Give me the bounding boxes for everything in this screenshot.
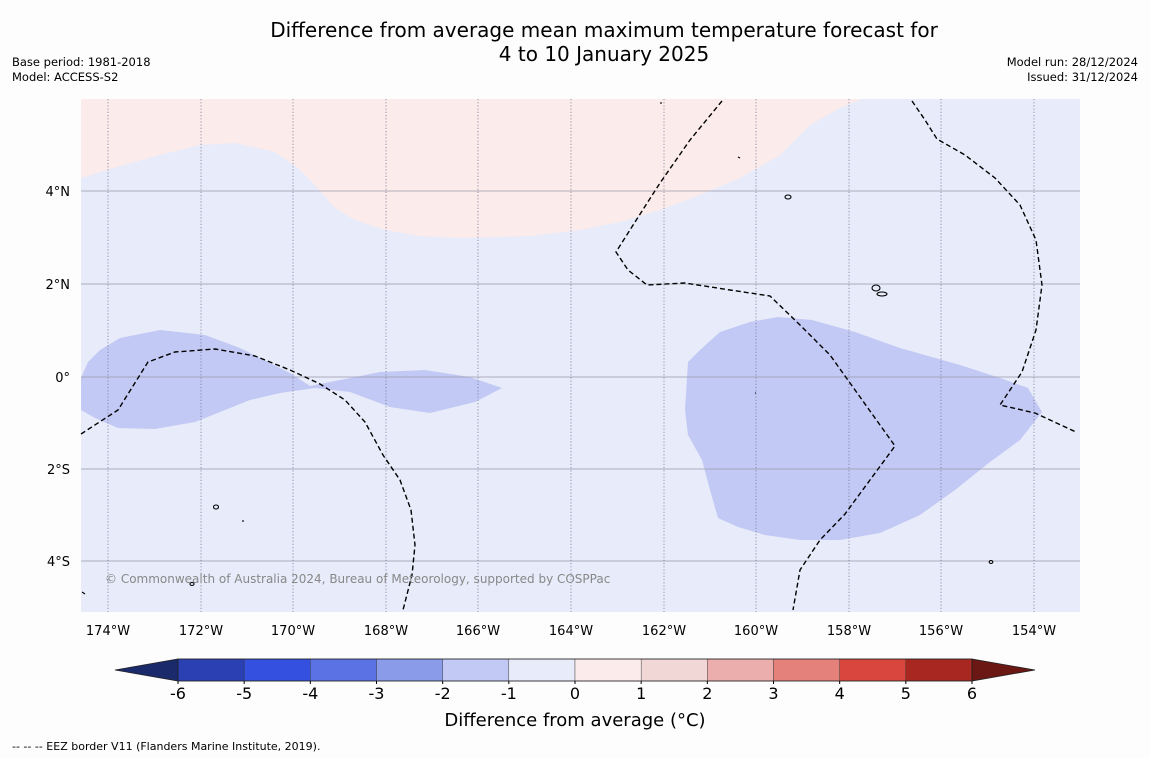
lon-label-174w: 174°W bbox=[86, 624, 130, 639]
lon-label-172w: 172°W bbox=[179, 624, 223, 639]
issued-date: Issued: 31/12/2024 bbox=[1027, 70, 1138, 84]
colorbar-tick-label: 4 bbox=[835, 684, 845, 703]
colorbar-cell bbox=[310, 658, 377, 682]
island-5 bbox=[189, 581, 195, 587]
colorbar-tick-label: 1 bbox=[636, 684, 646, 703]
cool-anomaly-region-east bbox=[685, 317, 1042, 540]
colorbar-tick-label: 0 bbox=[570, 684, 580, 703]
colorbar-tick-label: -1 bbox=[501, 684, 517, 703]
colorbar-tick-label: -2 bbox=[435, 684, 451, 703]
colorbar-cell bbox=[177, 658, 245, 682]
lon-label-170w: 170°W bbox=[271, 624, 315, 639]
colorbar-cell bbox=[574, 658, 642, 682]
model-name: Model: ACCESS-S2 bbox=[12, 70, 119, 84]
warm-anomaly-region bbox=[81, 99, 862, 238]
model-run: Model run: 28/12/2024 bbox=[1006, 55, 1138, 69]
colorbar-arrow-low bbox=[114, 658, 179, 682]
colorbar-tick-label: -6 bbox=[170, 684, 186, 703]
colorbar-cell bbox=[839, 658, 907, 682]
cool-anomaly-region-west bbox=[81, 330, 502, 429]
colorbar-label: Difference from average (°C) bbox=[444, 710, 706, 731]
lat-label-4n: 4°N bbox=[46, 185, 71, 200]
lon-label-158w: 158°W bbox=[827, 624, 871, 639]
colorbar-cells bbox=[177, 658, 973, 682]
island-3 bbox=[876, 291, 888, 297]
latitude-gridlines bbox=[81, 190, 1080, 562]
colorbar-cell bbox=[640, 658, 708, 682]
eez-legend-note: -- -- -- EEZ border V11 (Flanders Marine… bbox=[12, 740, 321, 753]
colorbar-tick-label: -4 bbox=[302, 684, 318, 703]
lon-label-162w: 162°W bbox=[642, 624, 686, 639]
lat-label-0: 0° bbox=[55, 371, 70, 386]
lon-label-168w: 168°W bbox=[364, 624, 408, 639]
island-11 bbox=[81, 591, 86, 595]
colorbar-cell bbox=[508, 658, 576, 682]
colorbar-cell bbox=[376, 658, 443, 682]
colorbar-tick-label: 5 bbox=[901, 684, 911, 703]
island-8 bbox=[737, 156, 741, 159]
colorbar-tick-label: -5 bbox=[236, 684, 252, 703]
lon-label-160w: 160°W bbox=[734, 624, 778, 639]
lon-label-166w: 166°W bbox=[456, 624, 500, 639]
meta-left: Base period: 1981-2018 Model: ACCESS-S2 bbox=[12, 55, 151, 85]
lat-label-2s: 2°S bbox=[47, 463, 70, 478]
title-line-1: Difference from average mean maximum tem… bbox=[270, 18, 938, 42]
colorbar-cell bbox=[773, 658, 840, 682]
copyright-notice: © Commonwealth of Australia 2024, Bureau… bbox=[105, 572, 611, 586]
island-1 bbox=[784, 194, 792, 200]
colorbar-arrow-high bbox=[971, 658, 1036, 682]
title-line-2: 4 to 10 January 2025 bbox=[498, 42, 710, 66]
colorbar-ticks: -6 -5 -4 -3 -2 -1 0 1 2 3 4 5 6 bbox=[170, 681, 977, 703]
eez-border-central bbox=[615, 100, 896, 611]
map-title: Difference from average mean maximum tem… bbox=[0, 18, 1150, 66]
lat-label-4s: 4°S bbox=[47, 555, 70, 570]
eez-border-west bbox=[80, 348, 416, 611]
longitude-labels: 174°W 172°W 170°W 168°W 166°W 164°W 162°… bbox=[86, 624, 1056, 639]
colorbar-cell bbox=[707, 658, 774, 682]
colorbar-tick-label: 6 bbox=[967, 684, 977, 703]
islands bbox=[81, 102, 994, 595]
colorbar-cell bbox=[905, 658, 973, 682]
island-6 bbox=[988, 559, 994, 565]
island-2 bbox=[871, 284, 881, 292]
lon-label-154w: 154°W bbox=[1012, 624, 1056, 639]
colorbar: -6 -5 -4 -3 -2 -1 0 1 2 3 4 5 6 bbox=[114, 658, 1036, 703]
colorbar-tick-label: 2 bbox=[702, 684, 712, 703]
colorbar-tick-label: 3 bbox=[768, 684, 778, 703]
colorbar-cell bbox=[243, 658, 311, 682]
eez-borders bbox=[80, 100, 1077, 611]
colorbar-cell bbox=[442, 658, 510, 682]
island-4 bbox=[212, 504, 220, 510]
lon-label-156w: 156°W bbox=[919, 624, 963, 639]
map-panel bbox=[80, 99, 1080, 612]
longitude-gridlines bbox=[107, 99, 1035, 612]
lon-label-164w: 164°W bbox=[549, 624, 593, 639]
lat-label-2n: 2°N bbox=[46, 278, 71, 293]
meta-right: Model run: 28/12/2024 Issued: 31/12/2024 bbox=[1007, 55, 1138, 85]
latitude-labels: 4°N 2°N 0° 2°S 4°S bbox=[46, 185, 71, 570]
base-period: Base period: 1981-2018 bbox=[12, 55, 151, 69]
colorbar-tick-label: -3 bbox=[369, 684, 385, 703]
